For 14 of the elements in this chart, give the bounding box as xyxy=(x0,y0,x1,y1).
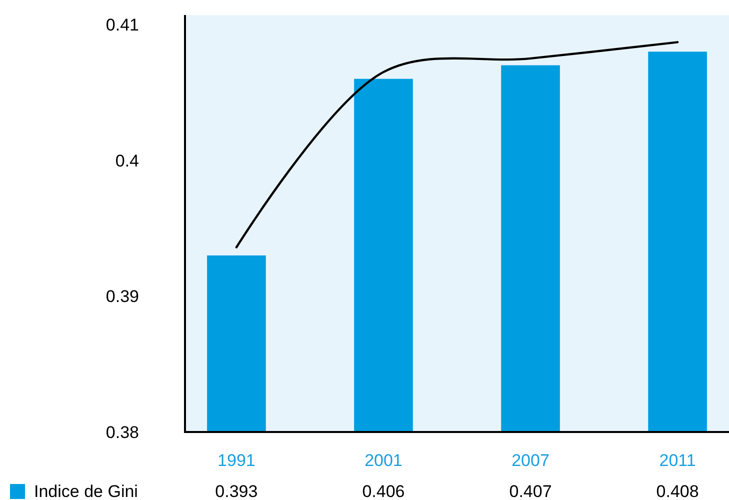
data-label: 0.393 xyxy=(215,482,258,500)
x-tick-label: 1991 xyxy=(218,451,256,470)
data-label: 0.406 xyxy=(362,482,405,500)
data-label: 0.408 xyxy=(656,482,699,500)
data-label: 0.407 xyxy=(509,482,552,500)
y-tick-label: 0.4 xyxy=(115,151,139,170)
x-tick-label: 2001 xyxy=(364,451,402,470)
x-tick-label: 2011 xyxy=(659,451,696,470)
y-tick-label: 0.39 xyxy=(106,287,139,306)
line-series xyxy=(235,41,679,248)
y-tick-label: 0.41 xyxy=(106,15,139,34)
x-tick-label: 2007 xyxy=(512,451,550,470)
legend-label: Indice de Gini xyxy=(34,482,138,500)
y-tick-label: 0.38 xyxy=(106,422,139,442)
